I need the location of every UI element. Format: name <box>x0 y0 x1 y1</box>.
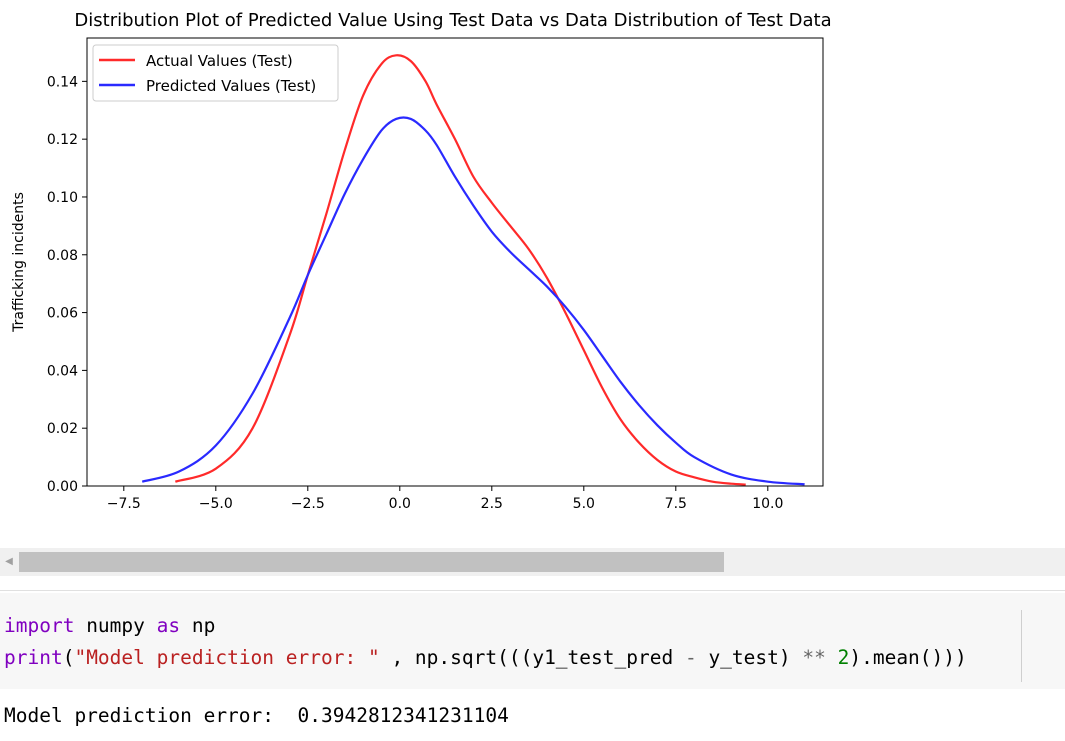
cell-separator <box>0 590 1065 591</box>
y-tick-label: 0.10 <box>47 190 78 206</box>
y-tick-label: 0.06 <box>47 306 78 322</box>
code-line-2[interactable]: print("Model prediction error: " , np.sq… <box>4 646 967 669</box>
code-number: 2 <box>837 646 850 669</box>
y-axis-label: Trafficking incidents <box>11 192 27 333</box>
code-paren: ( <box>62 646 75 669</box>
x-tick-label: 7.5 <box>665 496 687 512</box>
x-tick-label: −7.5 <box>107 496 141 512</box>
chart-title: Distribution Plot of Predicted Value Usi… <box>74 10 831 31</box>
distribution-chart: Distribution Plot of Predicted Value Usi… <box>11 10 832 512</box>
operator-power: ** <box>802 646 826 669</box>
cell-output: Model prediction error: 0.39428123412311… <box>4 704 509 727</box>
triangle-left-icon[interactable]: ◀ <box>5 556 13 567</box>
y-tick-label: 0.08 <box>47 248 78 264</box>
series-line-actual <box>174 54 746 486</box>
code-expression-2: y_test) <box>696 646 803 669</box>
scrollbar-thumb[interactable] <box>19 552 724 572</box>
y-tick-label: 0.04 <box>47 363 78 379</box>
module-name: numpy <box>74 614 157 637</box>
legend: Actual Values (Test) Predicted Values (T… <box>92 44 339 102</box>
x-tick-label: 10.0 <box>752 496 783 512</box>
legend-box <box>92 44 339 102</box>
y-tick-label: 0.02 <box>47 421 78 437</box>
y-tick-label: 0.14 <box>47 74 78 90</box>
text-cursor-guide <box>1021 610 1022 682</box>
code-expression: , np.sqrt(((y1_test_pred <box>379 646 685 669</box>
builtin-print: print <box>4 646 63 669</box>
x-tick-label: 0.0 <box>389 496 411 512</box>
keyword-import: import <box>4 614 75 637</box>
legend-label-predicted: Predicted Values (Test) <box>146 77 316 95</box>
keyword-as: as <box>156 614 181 637</box>
operator-minus: - <box>684 646 697 669</box>
x-tick-label: 5.0 <box>573 496 595 512</box>
module-alias: np <box>180 614 216 637</box>
code-expression-end: ).mean())) <box>849 646 967 669</box>
y-tick-label: 0.12 <box>47 132 78 148</box>
legend-label-actual: Actual Values (Test) <box>146 52 293 70</box>
y-tick-label: 0.00 <box>47 479 78 495</box>
plot-frame <box>86 37 824 487</box>
x-tick-label: 2.5 <box>481 496 503 512</box>
code-space <box>826 646 838 669</box>
code-string: "Model prediction error: " <box>74 646 380 669</box>
plot-area: −7.5 −5.0 −2.5 0.0 2.5 5.0 7.5 10.0 0.00 0.02 0.04… <box>47 54 805 512</box>
x-tick-label: −5.0 <box>199 496 233 512</box>
series-line-predicted <box>141 116 805 486</box>
horizontal-scrollbar[interactable]: ◀ <box>0 548 1065 576</box>
x-tick-label: −2.5 <box>291 496 325 512</box>
code-line-1[interactable]: import numpy as np <box>4 614 215 637</box>
code-cell[interactable]: import numpy as np print("Model predicti… <box>0 593 1065 689</box>
chart-container: Distribution Plot of Predicted Value Usi… <box>11 10 832 512</box>
